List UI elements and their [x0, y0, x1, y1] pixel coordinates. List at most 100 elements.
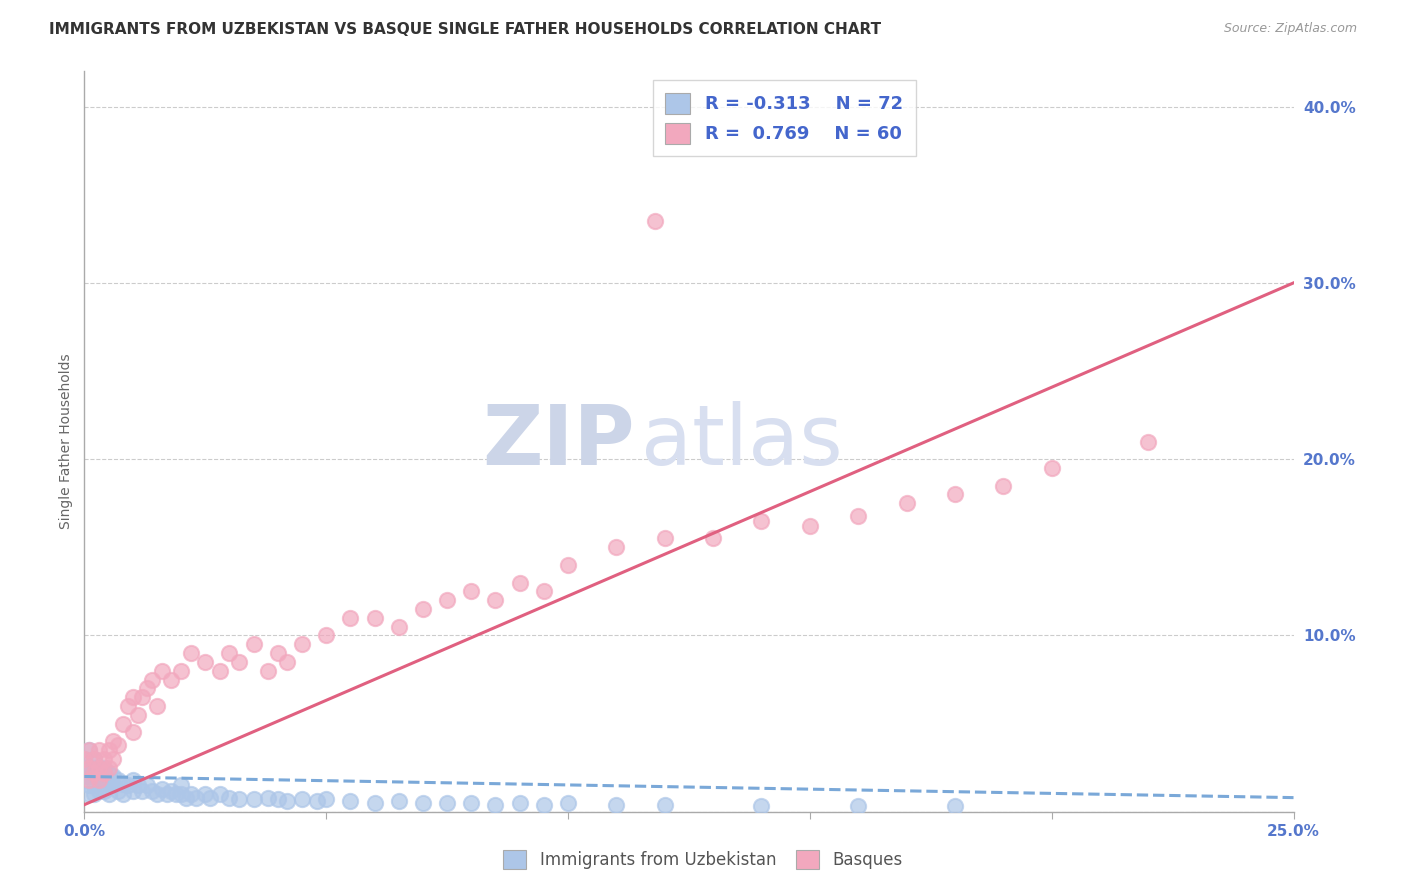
- Point: [77, 743, 100, 757]
- Point: [208, 664, 231, 678]
- Point: [160, 673, 183, 687]
- Point: [107, 783, 129, 797]
- Point: [146, 787, 169, 801]
- Point: [339, 611, 361, 625]
- Point: [412, 796, 434, 810]
- Point: [87, 772, 110, 787]
- Point: [107, 738, 129, 752]
- Point: [533, 797, 555, 812]
- Point: [73, 769, 96, 783]
- Text: IMMIGRANTS FROM UZBEKISTAN VS BASQUE SINGLE FATHER HOUSEHOLDS CORRELATION CHART: IMMIGRANTS FROM UZBEKISTAN VS BASQUE SIN…: [49, 22, 882, 37]
- Text: atlas: atlas: [641, 401, 842, 482]
- Point: [146, 698, 169, 713]
- Point: [121, 772, 143, 787]
- Point: [388, 619, 411, 633]
- Point: [1137, 434, 1160, 449]
- Point: [103, 752, 125, 766]
- Point: [846, 799, 869, 814]
- Point: [150, 664, 173, 678]
- Y-axis label: Single Father Households: Single Father Households: [59, 354, 73, 529]
- Text: ZIP: ZIP: [482, 401, 634, 482]
- Point: [1040, 461, 1063, 475]
- Point: [276, 655, 298, 669]
- Point: [267, 792, 290, 806]
- Point: [315, 792, 337, 806]
- Point: [127, 707, 149, 722]
- Point: [87, 772, 110, 787]
- Point: [127, 778, 149, 792]
- Point: [509, 575, 531, 590]
- Point: [121, 783, 143, 797]
- Point: [77, 761, 100, 775]
- Point: [83, 787, 105, 801]
- Point: [194, 655, 217, 669]
- Point: [83, 752, 105, 766]
- Point: [97, 787, 120, 801]
- Point: [605, 797, 627, 812]
- Point: [97, 761, 120, 775]
- Point: [170, 778, 193, 792]
- Point: [77, 743, 100, 757]
- Point: [218, 790, 240, 805]
- Point: [484, 593, 506, 607]
- Point: [83, 766, 105, 780]
- Point: [77, 769, 100, 783]
- Point: [87, 783, 110, 797]
- Point: [136, 778, 159, 792]
- Point: [509, 796, 531, 810]
- Point: [315, 628, 337, 642]
- Point: [363, 611, 385, 625]
- Point: [112, 787, 135, 801]
- Point: [131, 690, 153, 705]
- Point: [117, 778, 139, 792]
- Point: [87, 743, 110, 757]
- Point: [121, 725, 143, 739]
- Point: [150, 781, 173, 796]
- Point: [103, 734, 125, 748]
- Point: [993, 478, 1015, 492]
- Point: [93, 772, 115, 787]
- Point: [83, 769, 105, 783]
- Point: [83, 761, 105, 775]
- Point: [799, 519, 821, 533]
- Point: [73, 761, 96, 775]
- Point: [165, 787, 187, 801]
- Point: [363, 796, 385, 810]
- Point: [87, 761, 110, 775]
- Point: [93, 783, 115, 797]
- Point: [83, 778, 105, 792]
- Point: [228, 792, 250, 806]
- Point: [228, 655, 250, 669]
- Point: [654, 532, 676, 546]
- Point: [97, 766, 120, 780]
- Point: [751, 514, 773, 528]
- Point: [170, 787, 193, 801]
- Point: [136, 681, 159, 696]
- Point: [87, 761, 110, 775]
- Point: [117, 698, 139, 713]
- Point: [155, 787, 177, 801]
- Point: [218, 646, 240, 660]
- Point: [257, 664, 280, 678]
- Point: [77, 787, 100, 801]
- Point: [141, 673, 163, 687]
- Point: [242, 637, 264, 651]
- Point: [533, 584, 555, 599]
- Point: [97, 743, 120, 757]
- Legend: Immigrants from Uzbekistan, Basques: Immigrants from Uzbekistan, Basques: [494, 840, 912, 880]
- Point: [943, 487, 966, 501]
- Point: [436, 796, 458, 810]
- Point: [751, 799, 773, 814]
- Point: [131, 783, 153, 797]
- Point: [73, 752, 96, 766]
- Point: [305, 794, 328, 808]
- Text: Source: ZipAtlas.com: Source: ZipAtlas.com: [1223, 22, 1357, 36]
- Point: [291, 792, 314, 806]
- Point: [460, 584, 482, 599]
- Point: [77, 761, 100, 775]
- Point: [112, 716, 135, 731]
- Point: [943, 799, 966, 814]
- Point: [654, 797, 676, 812]
- Point: [103, 769, 125, 783]
- Point: [242, 792, 264, 806]
